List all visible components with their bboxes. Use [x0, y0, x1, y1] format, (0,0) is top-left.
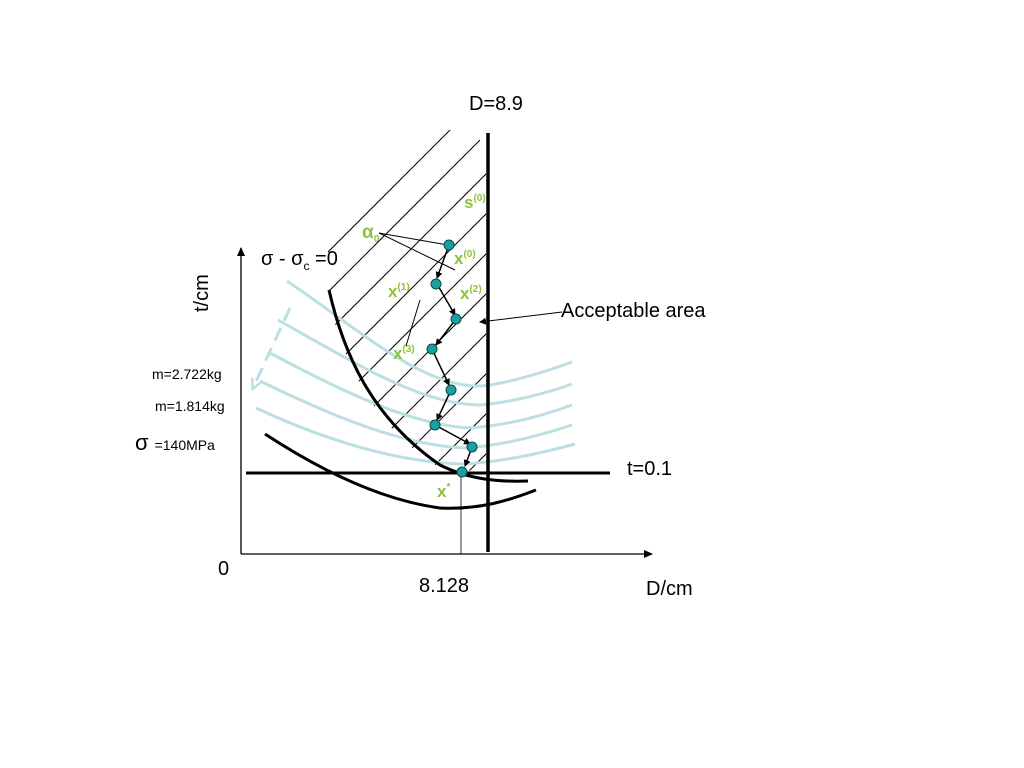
- point-optimum: [456, 466, 468, 478]
- point-step6: [466, 441, 478, 453]
- point-step4: [445, 384, 457, 396]
- label-xstar: x*: [437, 482, 450, 501]
- search-points: [426, 239, 478, 478]
- label-x1: x(1): [388, 282, 410, 301]
- label-mass-2: m=1.814kg: [155, 398, 225, 414]
- label-t-line: t=0.1: [627, 458, 672, 480]
- lower-boundary-curve: [264, 432, 537, 510]
- point-x0: [443, 239, 455, 251]
- contour-dashed: [253, 307, 292, 388]
- label-boundary-top: D=8.9: [469, 93, 523, 115]
- contour-3: [267, 350, 573, 430]
- point-x2: [450, 313, 462, 325]
- stress-constraint-curve: [327, 289, 529, 483]
- point-x1: [430, 278, 442, 290]
- mass-contours: [253, 279, 576, 466]
- label-acceptable-area: Acceptable area: [561, 300, 706, 322]
- label-mass-1: m=2.722kg: [152, 366, 222, 382]
- contour-2: [277, 318, 573, 407]
- contour-4: [259, 379, 573, 450]
- point-x3: [426, 343, 438, 355]
- label-x0: x(0): [454, 249, 476, 268]
- label-origin: 0: [218, 558, 229, 580]
- contour-5: [255, 406, 576, 466]
- label-x-axis: D/cm: [646, 578, 693, 600]
- label-x2: x(2): [460, 284, 482, 303]
- label-alpha0: α0: [362, 222, 380, 245]
- contour-1: [286, 279, 573, 388]
- label-y-axis: t/cm: [191, 274, 213, 312]
- label-s0: s(0): [464, 193, 486, 212]
- label-x3: x(3): [393, 344, 415, 363]
- label-optimum-x: 8.128: [419, 575, 469, 597]
- point-step5: [429, 419, 441, 431]
- label-sigma-limit: σ =140MPa: [135, 430, 215, 455]
- search-path: [431, 244, 473, 467]
- label-constraint: σ - σc =0: [261, 248, 338, 273]
- axes: [237, 247, 653, 558]
- acceptable-area-leader: [479, 311, 563, 325]
- constraint-curves: [264, 289, 537, 510]
